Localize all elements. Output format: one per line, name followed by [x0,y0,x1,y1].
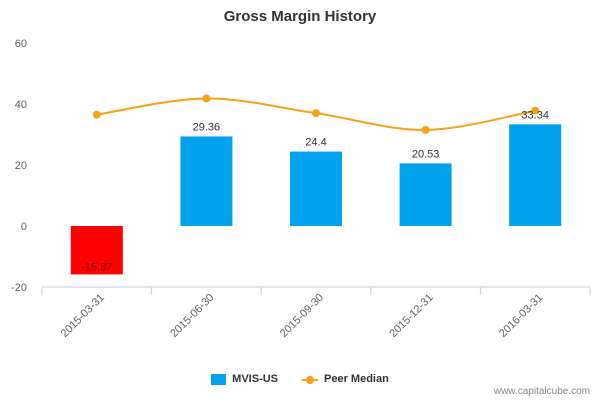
line-point [92,110,101,119]
bar-data-label: 24.4 [305,137,326,149]
legend-label-bar-series: MVIS-US [232,373,279,385]
y-tick-label: 20 [15,160,27,172]
line-point [421,125,430,134]
bar [290,151,342,226]
x-tick-label: 2015-09-30 [278,292,326,340]
x-tick-label: 2015-06-30 [168,292,216,340]
bar [399,163,452,226]
bar-data-label: 29.36 [193,121,221,133]
y-tick-label: 0 [21,221,27,233]
legend-item-line-series[interactable]: Peer Median [302,373,389,385]
y-tick-label: 40 [15,99,27,111]
bar [509,124,562,226]
line-point [531,106,540,115]
legend-line-swatch [302,374,319,385]
legend-bar-swatch [211,373,227,385]
bar [70,226,123,275]
chart-legend: MVIS-US Peer Median [0,373,600,385]
x-tick-label: 2015-12-31 [387,292,435,340]
bar-data-label: -15.87 [81,261,112,273]
line-point [312,109,320,118]
bar-data-label: 20.53 [412,148,440,160]
legend-label-line-series: Peer Median [324,373,389,385]
bar [180,136,233,226]
y-tick-label: 60 [15,38,27,50]
chart-title: Gross Margin History [223,8,377,25]
x-tick-label: 2016-03-31 [497,292,545,340]
legend-item-bar-series[interactable]: MVIS-US [211,373,278,385]
line-point [202,94,211,103]
bar-data-label: 33.34 [521,109,549,121]
y-tick-label: -20 [11,282,27,294]
source-credit[interactable]: www.capitalcube.com [493,386,590,397]
x-tick-label: 2015-03-31 [59,292,107,340]
